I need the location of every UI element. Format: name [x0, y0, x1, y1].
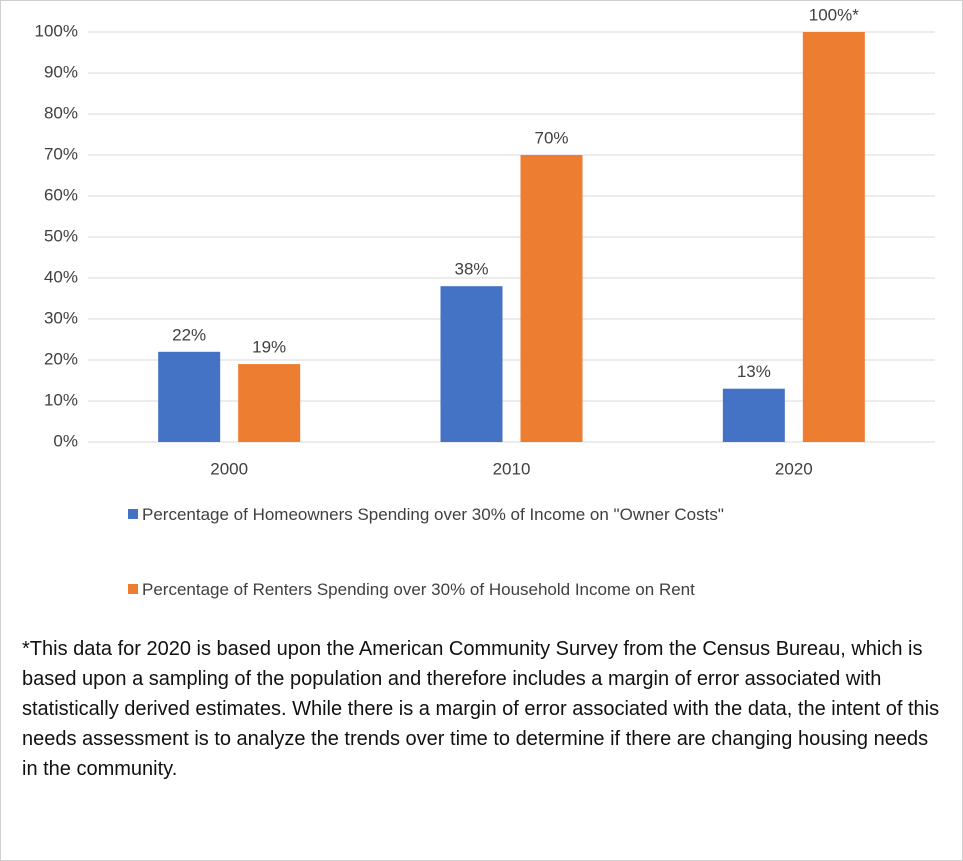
- bar: [520, 155, 583, 442]
- y-tick-label: 0%: [53, 431, 78, 450]
- legend-item: Percentage of Renters Spending over 30% …: [128, 577, 695, 602]
- y-tick-label: 70%: [44, 144, 78, 163]
- x-tick-label: 2020: [775, 459, 813, 478]
- data-label: 19%: [252, 338, 286, 357]
- y-tick-label: 80%: [44, 103, 78, 122]
- y-tick-label: 50%: [44, 226, 78, 245]
- y-tick-label: 10%: [44, 390, 78, 409]
- legend-label: Percentage of Renters Spending over 30% …: [142, 580, 695, 599]
- bar: [158, 351, 221, 442]
- bar: [722, 388, 785, 442]
- y-tick-label: 100%: [35, 21, 78, 40]
- data-label: 70%: [534, 128, 568, 147]
- legend-swatch: [128, 584, 138, 594]
- legend-item: Percentage of Homeowners Spending over 3…: [128, 502, 835, 527]
- y-tick-label: 60%: [44, 185, 78, 204]
- y-tick-label: 20%: [44, 349, 78, 368]
- x-tick-label: 2010: [493, 459, 531, 478]
- data-label: 100%*: [809, 5, 859, 24]
- y-tick-label: 30%: [44, 308, 78, 327]
- data-label: 38%: [454, 260, 488, 279]
- bar: [440, 286, 503, 442]
- y-tick-label: 90%: [44, 62, 78, 81]
- legend-label: Percentage of Homeowners Spending over 3…: [142, 505, 724, 524]
- note: *This data for 2020 is based upon the Am…: [22, 638, 940, 780]
- legend-swatch: [128, 509, 138, 519]
- data-label: 22%: [172, 325, 206, 344]
- data-label: 13%: [737, 362, 771, 381]
- chart: 0% 10% 20% 30% 40% 50% 60% 70% 80% 90% 100% 2000 22%…: [35, 5, 935, 478]
- x-tick-label: 2000: [210, 459, 248, 478]
- y-tick-label: 40%: [44, 267, 78, 286]
- bar: [802, 32, 865, 442]
- bar: [238, 364, 301, 442]
